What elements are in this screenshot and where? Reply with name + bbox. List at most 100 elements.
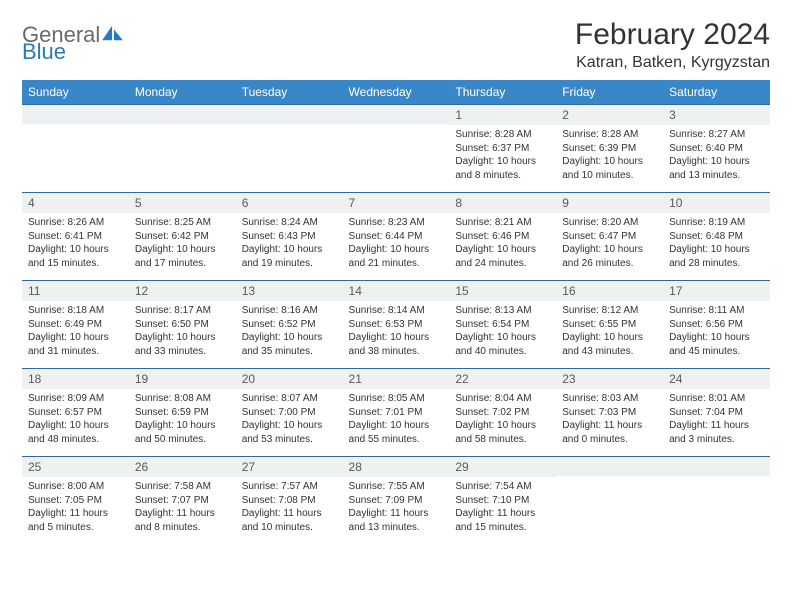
day-number: 11 [22,281,129,301]
empty-day-number [236,105,343,124]
day-details: Sunrise: 8:14 AMSunset: 6:53 PMDaylight:… [343,301,450,362]
calendar-cell: 24Sunrise: 8:01 AMSunset: 7:04 PMDayligh… [663,369,770,457]
calendar-cell: 17Sunrise: 8:11 AMSunset: 6:56 PMDayligh… [663,281,770,369]
day-details: Sunrise: 8:20 AMSunset: 6:47 PMDaylight:… [556,213,663,274]
month-title: February 2024 [575,18,770,52]
logo-text-block: General Blue [22,24,124,63]
day-details: Sunrise: 7:54 AMSunset: 7:10 PMDaylight:… [449,477,556,538]
calendar-cell: 29Sunrise: 7:54 AMSunset: 7:10 PMDayligh… [449,457,556,545]
header: General Blue February 2024 Katran, Batke… [22,18,770,72]
day-details: Sunrise: 8:12 AMSunset: 6:55 PMDaylight:… [556,301,663,362]
day-details: Sunrise: 8:16 AMSunset: 6:52 PMDaylight:… [236,301,343,362]
calendar-cell [556,457,663,545]
day-number: 25 [22,457,129,477]
calendar-cell: 19Sunrise: 8:08 AMSunset: 6:59 PMDayligh… [129,369,236,457]
calendar-cell: 28Sunrise: 7:55 AMSunset: 7:09 PMDayligh… [343,457,450,545]
day-number: 20 [236,369,343,389]
day-details: Sunrise: 8:26 AMSunset: 6:41 PMDaylight:… [22,213,129,274]
day-details: Sunrise: 8:00 AMSunset: 7:05 PMDaylight:… [22,477,129,538]
calendar-cell [663,457,770,545]
day-number: 15 [449,281,556,301]
day-number: 26 [129,457,236,477]
title-block: February 2024 Katran, Batken, Kyrgyzstan [575,18,770,72]
day-details: Sunrise: 8:24 AMSunset: 6:43 PMDaylight:… [236,213,343,274]
calendar-cell: 20Sunrise: 8:07 AMSunset: 7:00 PMDayligh… [236,369,343,457]
calendar-cell: 3Sunrise: 8:27 AMSunset: 6:40 PMDaylight… [663,105,770,193]
day-number: 7 [343,193,450,213]
calendar-cell: 27Sunrise: 7:57 AMSunset: 7:08 PMDayligh… [236,457,343,545]
calendar-cell: 1Sunrise: 8:28 AMSunset: 6:37 PMDaylight… [449,105,556,193]
day-details: Sunrise: 8:05 AMSunset: 7:01 PMDaylight:… [343,389,450,450]
calendar-cell: 7Sunrise: 8:23 AMSunset: 6:44 PMDaylight… [343,193,450,281]
day-number: 23 [556,369,663,389]
day-number: 10 [663,193,770,213]
calendar-cell: 18Sunrise: 8:09 AMSunset: 6:57 PMDayligh… [22,369,129,457]
day-details: Sunrise: 7:55 AMSunset: 7:09 PMDaylight:… [343,477,450,538]
calendar-cell: 25Sunrise: 8:00 AMSunset: 7:05 PMDayligh… [22,457,129,545]
weekday-header: Thursday [449,80,556,105]
day-number: 19 [129,369,236,389]
day-number: 27 [236,457,343,477]
day-details: Sunrise: 8:11 AMSunset: 6:56 PMDaylight:… [663,301,770,362]
weekday-header: Monday [129,80,236,105]
day-number: 8 [449,193,556,213]
day-number: 2 [556,105,663,125]
empty-day-number [129,105,236,124]
day-details: Sunrise: 8:19 AMSunset: 6:48 PMDaylight:… [663,213,770,274]
calendar-cell: 23Sunrise: 8:03 AMSunset: 7:03 PMDayligh… [556,369,663,457]
day-details: Sunrise: 8:03 AMSunset: 7:03 PMDaylight:… [556,389,663,450]
day-number: 29 [449,457,556,477]
calendar-cell: 2Sunrise: 8:28 AMSunset: 6:39 PMDaylight… [556,105,663,193]
day-details: Sunrise: 8:28 AMSunset: 6:37 PMDaylight:… [449,125,556,186]
calendar-cell: 12Sunrise: 8:17 AMSunset: 6:50 PMDayligh… [129,281,236,369]
day-number: 1 [449,105,556,125]
logo: General Blue [22,18,124,63]
calendar-cell: 26Sunrise: 7:58 AMSunset: 7:07 PMDayligh… [129,457,236,545]
day-number: 5 [129,193,236,213]
day-number: 14 [343,281,450,301]
logo-sail-icon [102,24,124,42]
calendar-cell: 14Sunrise: 8:14 AMSunset: 6:53 PMDayligh… [343,281,450,369]
day-details: Sunrise: 8:04 AMSunset: 7:02 PMDaylight:… [449,389,556,450]
calendar-cell: 13Sunrise: 8:16 AMSunset: 6:52 PMDayligh… [236,281,343,369]
calendar-cell: 10Sunrise: 8:19 AMSunset: 6:48 PMDayligh… [663,193,770,281]
weekday-header: Saturday [663,80,770,105]
day-number: 17 [663,281,770,301]
day-details: Sunrise: 7:58 AMSunset: 7:07 PMDaylight:… [129,477,236,538]
day-details: Sunrise: 8:28 AMSunset: 6:39 PMDaylight:… [556,125,663,186]
calendar-cell: 22Sunrise: 8:04 AMSunset: 7:02 PMDayligh… [449,369,556,457]
day-details: Sunrise: 8:17 AMSunset: 6:50 PMDaylight:… [129,301,236,362]
day-number: 13 [236,281,343,301]
calendar-cell [343,105,450,193]
day-number: 3 [663,105,770,125]
calendar-cell [22,105,129,193]
calendar-cell [236,105,343,193]
calendar-cell [129,105,236,193]
day-details: Sunrise: 8:21 AMSunset: 6:46 PMDaylight:… [449,213,556,274]
empty-day-number [22,105,129,124]
day-details: Sunrise: 8:07 AMSunset: 7:00 PMDaylight:… [236,389,343,450]
day-details: Sunrise: 8:23 AMSunset: 6:44 PMDaylight:… [343,213,450,274]
location-text: Katran, Batken, Kyrgyzstan [575,54,770,72]
calendar-cell: 8Sunrise: 8:21 AMSunset: 6:46 PMDaylight… [449,193,556,281]
calendar-cell: 21Sunrise: 8:05 AMSunset: 7:01 PMDayligh… [343,369,450,457]
day-details: Sunrise: 8:09 AMSunset: 6:57 PMDaylight:… [22,389,129,450]
empty-day-number [343,105,450,124]
calendar-row: 25Sunrise: 8:00 AMSunset: 7:05 PMDayligh… [22,457,770,545]
empty-day-number [663,457,770,476]
calendar-cell: 4Sunrise: 8:26 AMSunset: 6:41 PMDaylight… [22,193,129,281]
weekday-header: Wednesday [343,80,450,105]
day-details: Sunrise: 8:13 AMSunset: 6:54 PMDaylight:… [449,301,556,362]
weekday-header: Tuesday [236,80,343,105]
day-number: 22 [449,369,556,389]
calendar-cell: 5Sunrise: 8:25 AMSunset: 6:42 PMDaylight… [129,193,236,281]
calendar-row: 1Sunrise: 8:28 AMSunset: 6:37 PMDaylight… [22,105,770,193]
calendar-cell: 16Sunrise: 8:12 AMSunset: 6:55 PMDayligh… [556,281,663,369]
calendar-cell: 11Sunrise: 8:18 AMSunset: 6:49 PMDayligh… [22,281,129,369]
day-number: 21 [343,369,450,389]
calendar-cell: 15Sunrise: 8:13 AMSunset: 6:54 PMDayligh… [449,281,556,369]
weekday-header: Sunday [22,80,129,105]
day-details: Sunrise: 8:25 AMSunset: 6:42 PMDaylight:… [129,213,236,274]
day-details: Sunrise: 8:18 AMSunset: 6:49 PMDaylight:… [22,301,129,362]
day-details: Sunrise: 8:08 AMSunset: 6:59 PMDaylight:… [129,389,236,450]
